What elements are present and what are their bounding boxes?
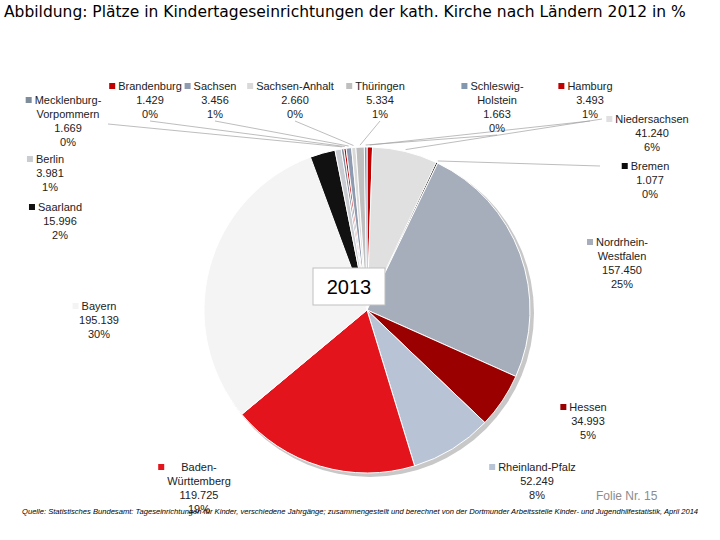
- value-label: 1.663: [483, 108, 511, 120]
- value-label: 3.493: [576, 94, 604, 106]
- percent-label: 5%: [580, 429, 596, 441]
- value-label: 34.993: [571, 415, 605, 427]
- leader-line: [366, 135, 497, 145]
- slice-name: Brandenburg: [118, 80, 182, 92]
- percent-label: 2%: [52, 229, 68, 241]
- leader-line: [370, 121, 590, 145]
- label-marker: [27, 156, 33, 162]
- slice-name: Berlin: [36, 153, 64, 165]
- title: Abbildung: Plätze in Kindertageseinricht…: [4, 2, 694, 22]
- annotation-frame: [313, 268, 385, 305]
- value-label: 1.077: [636, 174, 664, 186]
- leader-line: [360, 121, 380, 145]
- slice-name: Mecklenburg-Vorpommern: [35, 94, 102, 120]
- leader-line: [108, 124, 342, 147]
- label-marker: [26, 97, 32, 103]
- slice-name: Hessen: [569, 401, 606, 413]
- value-label: 3.981: [36, 167, 64, 179]
- chart: 2013 Hamburg 3.493 1% Niedersachsen 41.240 6% B…: [0, 0, 720, 540]
- label-marker: [247, 83, 253, 89]
- percent-label: 0%: [489, 122, 505, 134]
- leader-line: [438, 161, 600, 166]
- label-marker: [461, 83, 467, 89]
- leader-line: [295, 121, 354, 146]
- footer: Folie Nr. 15: [596, 489, 658, 503]
- slice-name: Niedersachsen: [615, 113, 688, 125]
- source-note: Quelle: Statistisches Bundesamt: Tagesei…: [22, 507, 712, 517]
- slice-name: Schleswig-Holstein: [470, 80, 524, 106]
- slice-name: Bremen: [631, 160, 670, 172]
- value-label: 1.429: [136, 94, 164, 106]
- label-marker: [606, 116, 612, 122]
- percent-label: 25%: [611, 278, 633, 290]
- leader-line: [215, 121, 349, 146]
- slice-name: Sachsen: [194, 80, 237, 92]
- data-labels: Hamburg 3.493 1% Niedersachsen 41.240 6% Breme…: [26, 80, 689, 515]
- label-marker: [346, 83, 352, 89]
- percent-label: 1%: [207, 108, 223, 120]
- slice-name: Sachsen-Anhalt: [256, 80, 334, 92]
- value-label: 195.139: [79, 314, 119, 326]
- slice-name: Rheinland-Pfalz: [498, 461, 576, 473]
- percent-label: 0%: [60, 136, 76, 148]
- value-label: 3.456: [201, 94, 229, 106]
- percent-label: 1%: [582, 108, 598, 120]
- annotation-box: 2013: [313, 268, 385, 305]
- label-marker: [587, 239, 593, 245]
- value-label: 52.249: [520, 475, 554, 487]
- label-marker: [158, 464, 164, 470]
- slice-name: Nordrhein-Westfalen: [596, 236, 648, 262]
- label-marker: [73, 303, 79, 309]
- percent-label: 1%: [372, 108, 388, 120]
- value-label: 119.725: [180, 489, 219, 501]
- slice-name: Thüringen: [355, 80, 405, 92]
- slice-name: Saarland: [38, 201, 82, 213]
- label-marker: [560, 404, 566, 410]
- value-label: 1.669: [54, 122, 82, 134]
- value-label: 157.450: [602, 264, 642, 276]
- value-label: 2.660: [281, 94, 309, 106]
- label-marker: [558, 83, 564, 89]
- percent-label: 6%: [644, 141, 660, 153]
- leader-line: [150, 121, 345, 147]
- slice-name: Baden-Württemberg: [167, 461, 231, 487]
- percent-label: 0%: [642, 188, 658, 200]
- value-label: 15.996: [43, 215, 77, 227]
- label-marker: [622, 163, 628, 169]
- percent-label: 0%: [142, 108, 158, 120]
- leader-line: [406, 119, 602, 150]
- value-label: 41.240: [635, 127, 669, 139]
- percent-label: 1%: [42, 181, 58, 193]
- label-marker: [489, 464, 495, 470]
- annotation: 2013: [327, 276, 372, 298]
- percent-label: 30%: [88, 328, 110, 340]
- label-marker: [185, 83, 191, 89]
- value-label: 5.334: [366, 94, 394, 106]
- label-marker: [29, 204, 35, 210]
- percent-label: 8%: [529, 489, 545, 501]
- slice-name: Bayern: [82, 300, 117, 312]
- slice-name: Hamburg: [567, 80, 612, 92]
- label-marker: [109, 83, 115, 89]
- percent-label: 0%: [287, 108, 303, 120]
- pie: [204, 147, 534, 477]
